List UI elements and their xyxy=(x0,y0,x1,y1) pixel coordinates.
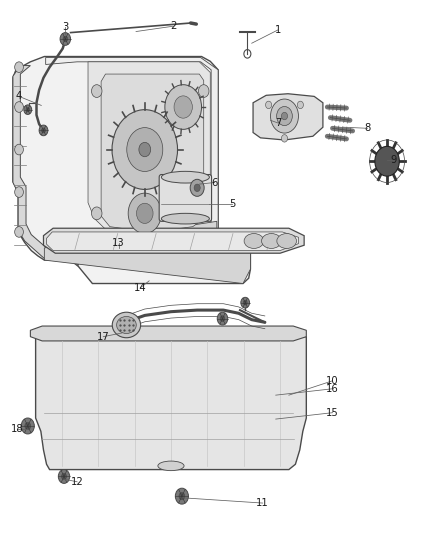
Circle shape xyxy=(375,147,399,176)
Circle shape xyxy=(61,473,67,480)
Circle shape xyxy=(139,142,151,157)
FancyBboxPatch shape xyxy=(159,174,212,221)
Polygon shape xyxy=(13,66,79,265)
Text: 11: 11 xyxy=(256,498,269,508)
Circle shape xyxy=(165,85,201,130)
Circle shape xyxy=(265,101,272,109)
Circle shape xyxy=(241,297,250,308)
Circle shape xyxy=(271,99,298,133)
Text: 1: 1 xyxy=(275,25,281,35)
Circle shape xyxy=(220,316,225,321)
Text: 5: 5 xyxy=(229,199,235,209)
Text: 12: 12 xyxy=(71,477,84,487)
Circle shape xyxy=(174,96,192,118)
Text: 10: 10 xyxy=(326,376,339,386)
Ellipse shape xyxy=(277,233,297,248)
Text: 9: 9 xyxy=(390,155,397,165)
Ellipse shape xyxy=(244,233,264,248)
Text: 16: 16 xyxy=(326,384,339,394)
Circle shape xyxy=(58,470,70,483)
Circle shape xyxy=(14,187,23,197)
Circle shape xyxy=(60,33,71,45)
Polygon shape xyxy=(101,74,204,230)
Polygon shape xyxy=(13,56,251,284)
Circle shape xyxy=(92,207,102,220)
Polygon shape xyxy=(35,337,306,470)
Circle shape xyxy=(14,62,23,72)
Circle shape xyxy=(282,112,288,120)
Circle shape xyxy=(39,125,48,136)
Circle shape xyxy=(179,492,185,500)
Circle shape xyxy=(297,101,304,109)
Polygon shape xyxy=(46,232,298,251)
Polygon shape xyxy=(46,58,251,251)
Ellipse shape xyxy=(117,317,136,334)
Polygon shape xyxy=(43,228,304,253)
Text: 7: 7 xyxy=(275,118,281,128)
Circle shape xyxy=(21,418,34,434)
Text: 13: 13 xyxy=(112,238,125,247)
Circle shape xyxy=(127,127,163,172)
Circle shape xyxy=(282,135,288,142)
Circle shape xyxy=(14,227,23,237)
Text: 6: 6 xyxy=(212,177,218,188)
Circle shape xyxy=(198,85,209,98)
Polygon shape xyxy=(44,221,251,284)
Circle shape xyxy=(14,144,23,155)
Ellipse shape xyxy=(161,213,209,224)
Ellipse shape xyxy=(112,312,141,338)
Circle shape xyxy=(194,184,200,191)
Circle shape xyxy=(14,102,23,112)
Circle shape xyxy=(25,422,31,430)
Circle shape xyxy=(112,110,177,189)
Circle shape xyxy=(137,203,153,223)
Text: 14: 14 xyxy=(134,283,147,293)
Circle shape xyxy=(42,128,46,133)
Circle shape xyxy=(243,300,247,305)
Ellipse shape xyxy=(261,233,281,248)
Circle shape xyxy=(24,105,32,115)
Text: 18: 18 xyxy=(11,424,24,434)
Text: 4: 4 xyxy=(16,91,22,101)
Polygon shape xyxy=(30,326,306,341)
Polygon shape xyxy=(253,94,323,140)
Circle shape xyxy=(277,107,292,126)
Ellipse shape xyxy=(158,461,184,471)
Circle shape xyxy=(26,108,29,112)
Circle shape xyxy=(217,312,228,325)
Text: 8: 8 xyxy=(364,123,371,133)
Circle shape xyxy=(175,488,188,504)
Text: 17: 17 xyxy=(97,332,110,342)
Text: 15: 15 xyxy=(326,408,339,418)
Circle shape xyxy=(198,207,209,220)
Polygon shape xyxy=(88,62,210,239)
Text: 2: 2 xyxy=(170,21,177,31)
Text: 3: 3 xyxy=(62,22,68,33)
Circle shape xyxy=(92,85,102,98)
Ellipse shape xyxy=(161,171,209,183)
Circle shape xyxy=(190,179,204,196)
Circle shape xyxy=(63,36,67,42)
Circle shape xyxy=(128,193,161,233)
